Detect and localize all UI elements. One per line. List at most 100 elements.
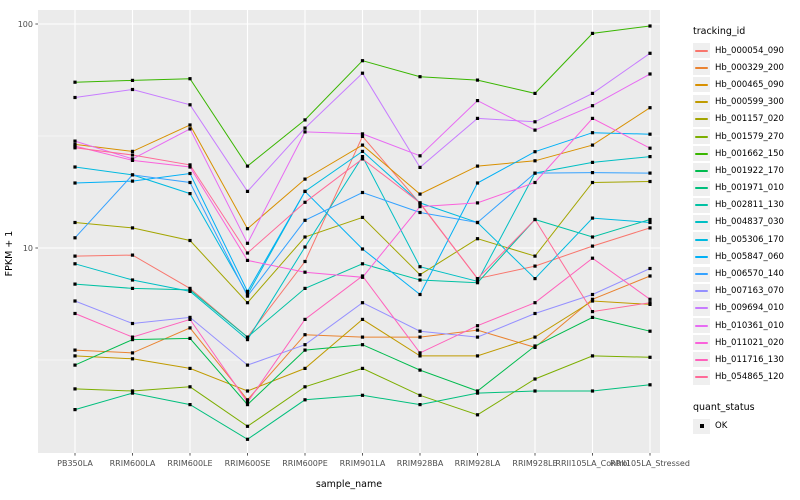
data-point — [418, 403, 422, 407]
data-point — [475, 116, 480, 120]
legend-label: Hb_005306_170 — [715, 234, 784, 245]
data-point — [360, 59, 365, 63]
legend-item-Hb_001971_010: Hb_001971_010 — [693, 180, 798, 197]
legend-item-Hb_000599_300: Hb_000599_300 — [693, 94, 798, 111]
data-point — [648, 179, 652, 184]
data-point — [648, 302, 652, 306]
legend-label: Hb_002811_130 — [715, 200, 784, 211]
data-point — [648, 383, 652, 387]
data-point — [303, 343, 307, 347]
data-point — [418, 335, 422, 339]
data-point — [188, 403, 192, 407]
data-point — [590, 131, 595, 135]
data-point — [533, 128, 537, 132]
data-point — [130, 278, 135, 282]
data-point — [533, 254, 537, 258]
x-tick-label: RRII105LA_Stressed — [610, 459, 690, 468]
data-point — [188, 127, 192, 131]
data-point — [73, 311, 77, 316]
data-point — [188, 238, 192, 243]
data-point — [590, 180, 595, 185]
data-point — [188, 326, 192, 330]
x-axis-title: sample_name — [316, 479, 382, 490]
data-point — [360, 262, 365, 266]
data-point — [590, 91, 595, 95]
x-tick-label: RRIM928LE — [512, 459, 557, 468]
data-point — [303, 259, 307, 264]
data-point — [73, 220, 77, 225]
x-tick-label: RRIM600LA — [110, 459, 156, 468]
data-point — [130, 338, 135, 342]
legend-title-quant-status: quant_status — [693, 401, 755, 413]
data-point — [245, 424, 250, 428]
legend-item-Hb_000329_200: Hb_000329_200 — [693, 59, 798, 76]
data-point — [360, 143, 365, 147]
data-point — [590, 389, 595, 393]
data-point — [188, 103, 192, 107]
legend-key-line-icon — [693, 266, 710, 282]
data-point — [475, 328, 480, 332]
data-point — [303, 385, 307, 389]
data-point — [130, 87, 135, 92]
legend-label: Hb_001157_020 — [715, 114, 784, 125]
data-point — [188, 163, 192, 167]
data-point — [590, 292, 595, 297]
data-point — [418, 205, 422, 209]
legend-item-Hb_011021_020: Hb_011021_020 — [693, 334, 798, 351]
data-point — [475, 78, 480, 82]
data-point — [303, 235, 307, 239]
legend: tracking_id Hb_000054_090 Hb_000329_200 Hb… — [693, 26, 798, 435]
data-point — [130, 391, 135, 395]
data-point — [475, 354, 480, 358]
panel-background — [38, 10, 660, 453]
data-point — [648, 132, 652, 136]
data-point — [648, 297, 652, 301]
data-point — [533, 277, 537, 281]
data-point — [648, 72, 652, 76]
data-point — [73, 408, 77, 412]
data-point — [475, 164, 480, 168]
data-point — [188, 385, 192, 389]
data-point — [245, 294, 250, 298]
data-point — [245, 400, 250, 404]
data-point — [188, 289, 192, 293]
data-point — [188, 336, 192, 340]
data-point — [188, 123, 192, 127]
legend-items: Hb_000054_090 Hb_000329_200 Hb_000465_090 H… — [693, 42, 798, 386]
data-point — [475, 237, 480, 241]
x-tick-label: RRII105LA_Control — [555, 459, 629, 468]
legend-label: Hb_001922_170 — [715, 165, 784, 176]
data-point — [188, 180, 192, 185]
data-point — [418, 154, 422, 158]
data-point — [418, 265, 422, 269]
legend-item-Hb_054865_120: Hb_054865_120 — [693, 369, 798, 386]
legend-key-line-icon — [693, 111, 710, 127]
data-point — [130, 335, 135, 339]
data-point — [130, 158, 135, 162]
data-point — [418, 393, 422, 397]
data-point — [245, 189, 250, 193]
data-point — [303, 218, 307, 222]
data-point — [360, 343, 365, 347]
data-point — [533, 120, 537, 124]
data-point — [590, 160, 595, 164]
data-point — [533, 264, 537, 268]
legend-label: Hb_011021_020 — [715, 337, 784, 348]
data-point — [245, 301, 250, 305]
data-point — [130, 226, 135, 230]
data-point — [475, 389, 480, 393]
data-point — [245, 363, 250, 367]
x-tick-label: RRIM928LA — [455, 459, 501, 468]
data-point — [648, 217, 652, 222]
data-point — [533, 301, 537, 305]
data-point — [533, 389, 537, 393]
data-point — [73, 348, 77, 352]
data-point — [303, 200, 307, 204]
legend-key-line-icon — [693, 94, 710, 110]
data-point — [188, 165, 192, 169]
data-point — [303, 398, 307, 402]
data-point — [73, 363, 77, 367]
data-point — [245, 335, 250, 339]
data-point — [73, 254, 77, 258]
data-point — [360, 155, 365, 159]
